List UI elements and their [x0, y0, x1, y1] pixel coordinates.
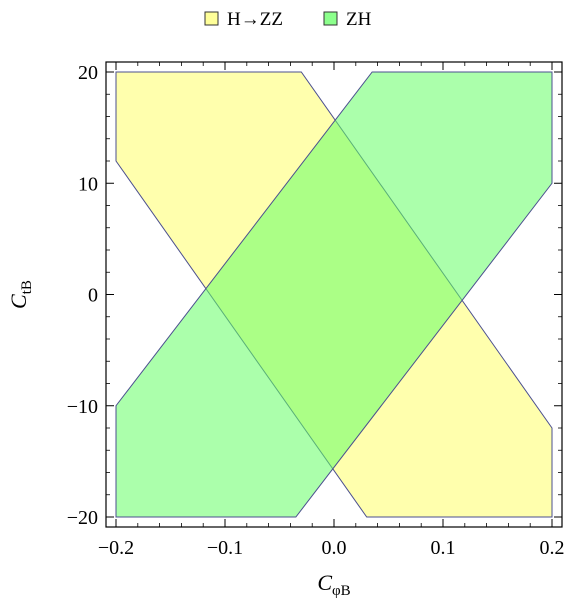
x-tick-label: 0.2	[540, 537, 565, 559]
x-axis-label-sub: φB	[332, 583, 351, 599]
legend-swatch	[204, 11, 219, 26]
y-tick-label: −10	[67, 396, 98, 418]
legend-item: ZH	[323, 9, 372, 30]
plot-area	[115, 71, 553, 518]
legend-label: ZH	[346, 9, 372, 30]
y-axis-label-sub: tB	[19, 280, 35, 294]
x-axis-label: CφB	[317, 570, 350, 599]
y-tick-label: 0	[88, 285, 98, 307]
x-tick-label: 0.0	[322, 537, 347, 559]
legend: H→ZZ ZH	[204, 9, 372, 30]
region-zh-0	[115, 71, 553, 518]
axis-ticks: −0.2 −0.1 0.0 0.1 0.2 −20 −10 0 10 20	[67, 62, 565, 559]
y-tick-label: −20	[67, 507, 98, 529]
y-tick-label: 20	[78, 62, 98, 84]
y-tick-label: 10	[78, 173, 98, 195]
x-tick-label: −0.1	[207, 537, 243, 559]
legend-label: H→ZZ	[227, 9, 283, 30]
legend-item: H→ZZ	[204, 9, 283, 30]
x-tick-label: 0.1	[431, 537, 456, 559]
x-tick-label: −0.2	[98, 537, 134, 559]
legend-swatch	[323, 11, 338, 26]
y-axis-label: CtB	[6, 280, 35, 309]
